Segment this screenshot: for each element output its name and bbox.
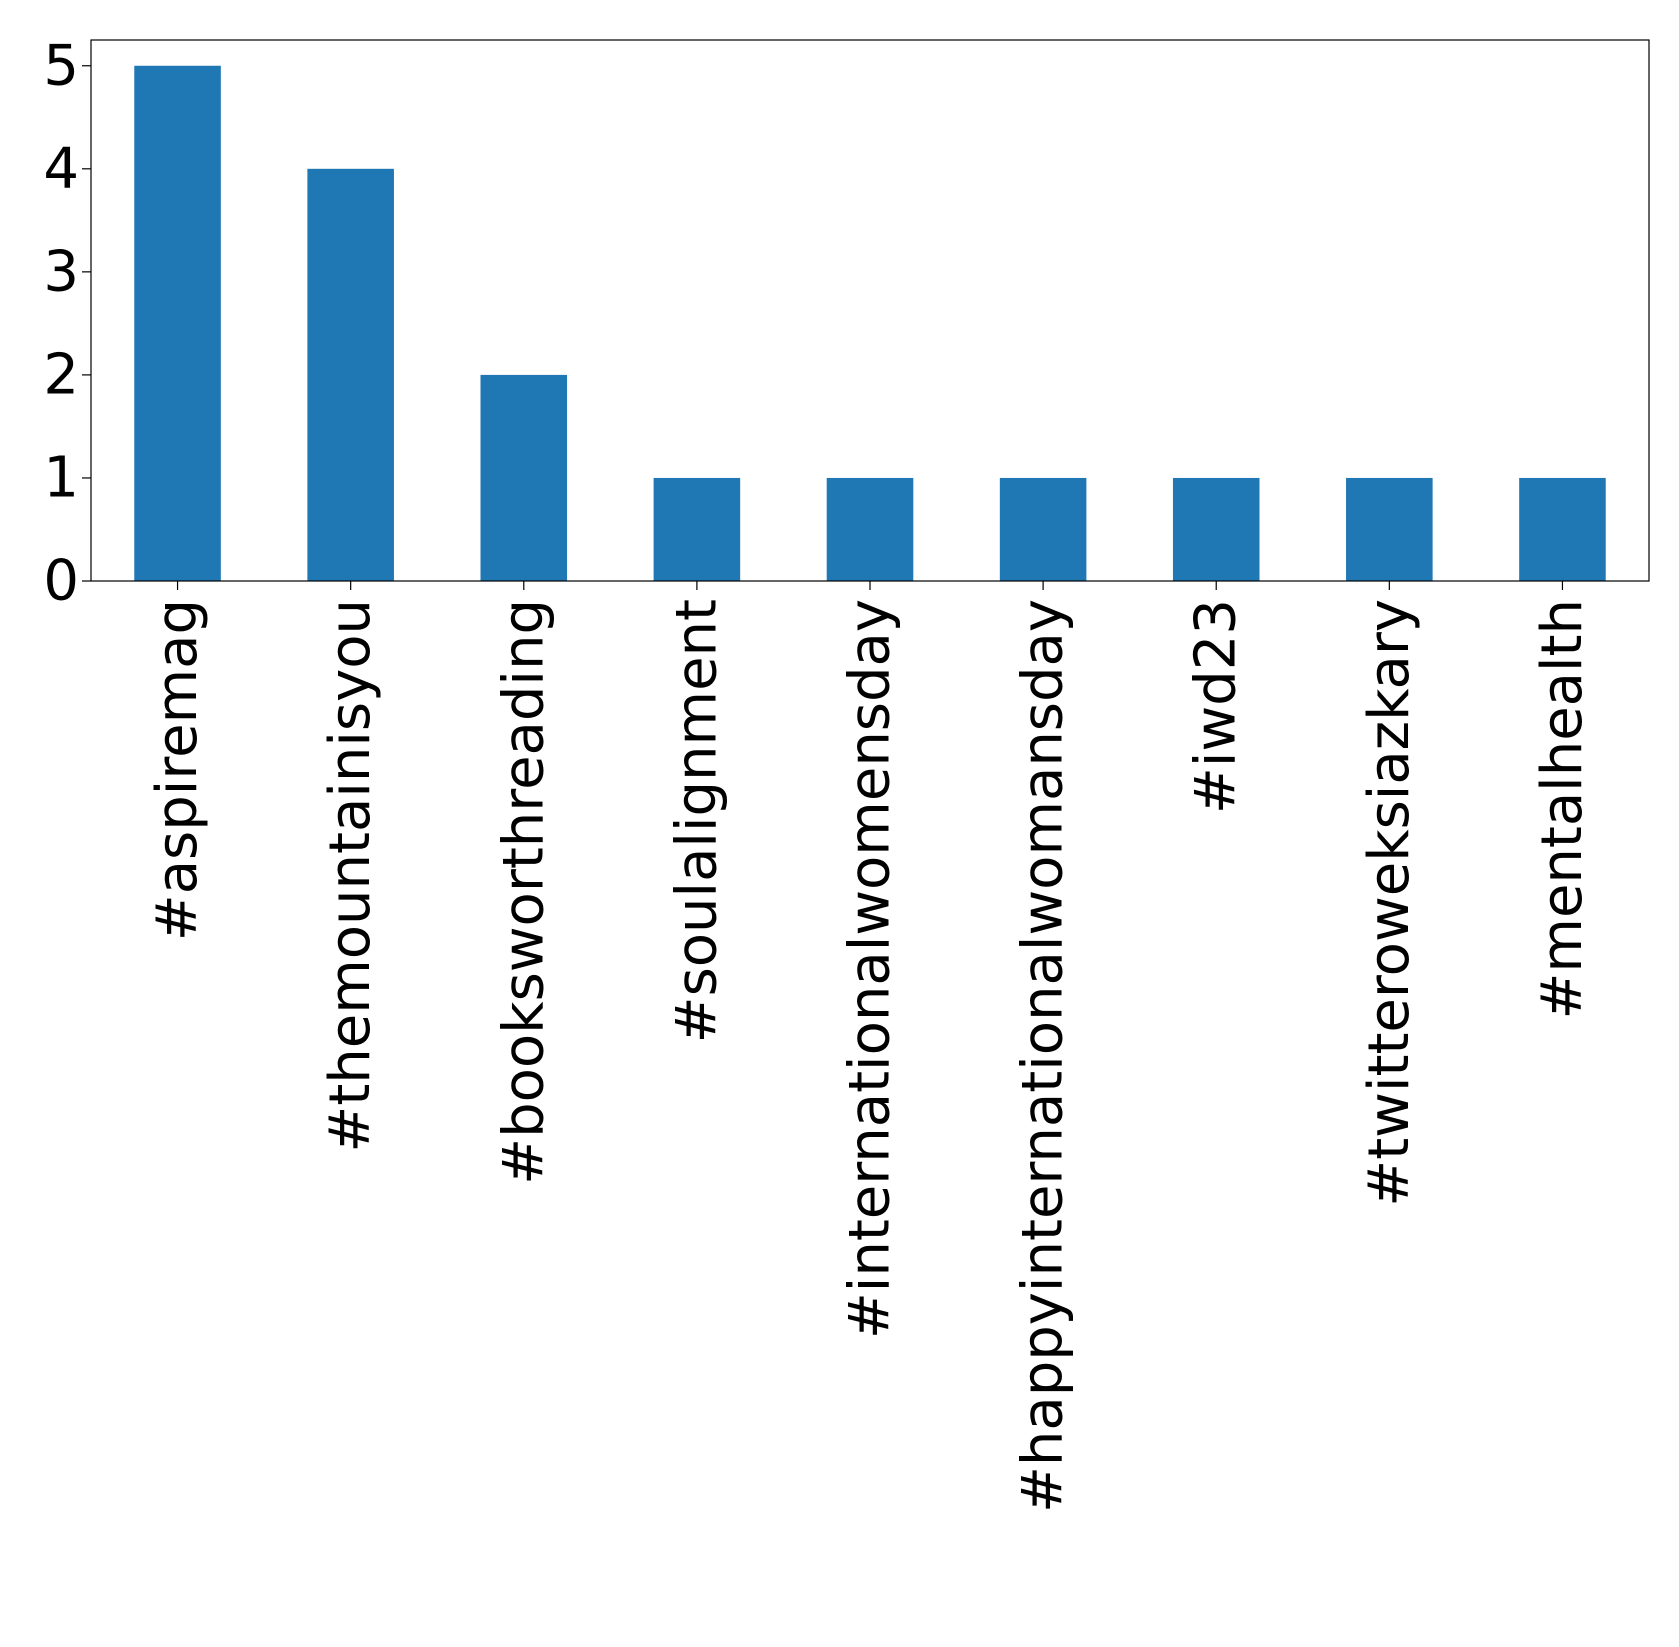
x-tick-label: #iwd23 <box>1184 599 1249 814</box>
x-axis: #aspiremag #themountainisyou #booksworthre… <box>145 581 1595 1513</box>
x-tick-label: #themountainisyou <box>318 599 383 1153</box>
x-tick-label: #internationalwomensday <box>838 599 903 1339</box>
bar-booksworthreading <box>480 374 568 581</box>
x-tick-label: #aspiremag <box>145 599 210 941</box>
bar-soulalignment <box>653 477 741 581</box>
bars-group <box>134 65 1606 582</box>
bar-iwd23 <box>1172 477 1260 581</box>
bar-mentalhealth <box>1519 477 1606 581</box>
y-tick-label: 4 <box>43 136 79 201</box>
bar-internationalwomensday <box>826 477 914 581</box>
bar-aspiremag <box>134 65 221 581</box>
y-tick-label: 1 <box>43 445 79 510</box>
bar-themountainisyou <box>307 168 394 582</box>
bar-happyinternationalwomansday <box>999 477 1087 581</box>
y-tick-label: 2 <box>43 342 79 407</box>
x-tick-label: #mentalhealth <box>1530 599 1595 1020</box>
y-tick-label: 0 <box>43 549 79 614</box>
x-tick-label: #booksworthreading <box>491 599 556 1185</box>
y-axis: 0 1 2 3 4 5 <box>43 33 91 614</box>
x-tick-label: #happyinternationalwomansday <box>1011 599 1076 1513</box>
y-tick-label: 3 <box>43 239 79 304</box>
x-tick-label: #soulalignment <box>664 599 729 1043</box>
y-tick-label: 5 <box>43 33 79 98</box>
bar-twitteroweksiazkary <box>1346 477 1433 581</box>
x-tick-label: #twitteroweksiazkary <box>1357 599 1422 1207</box>
